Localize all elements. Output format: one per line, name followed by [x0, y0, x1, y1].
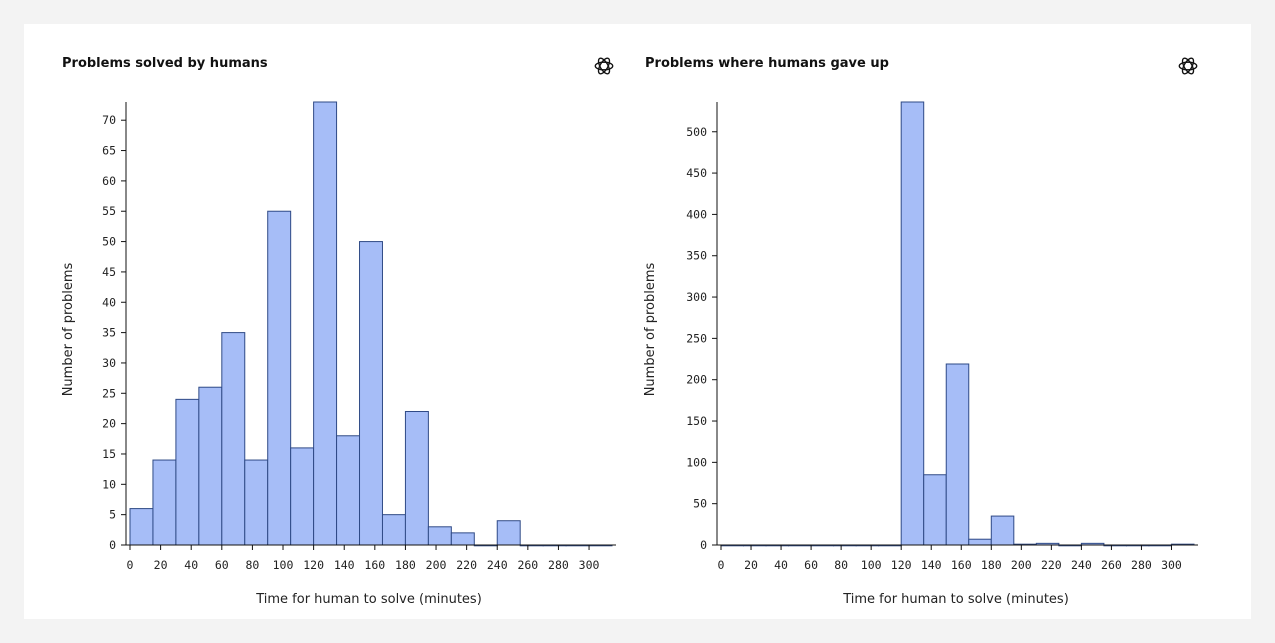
- chart-title-solved: Problems solved by humans: [62, 56, 268, 71]
- y-tick-label: 5: [109, 508, 116, 522]
- x-axis-label: Time for human to solve (minutes): [255, 592, 482, 607]
- y-tick-label: 50: [693, 497, 707, 511]
- y-tick-label: 20: [102, 417, 116, 431]
- x-tick-label: 40: [774, 558, 788, 572]
- x-tick-label: 200: [1011, 558, 1032, 572]
- x-tick-label: 220: [1041, 558, 1062, 572]
- chart-title-gave-up: Problems where humans gave up: [645, 56, 889, 71]
- y-tick-label: 35: [102, 326, 116, 340]
- x-tick-label: 60: [215, 558, 229, 572]
- y-tick-label: 100: [686, 455, 707, 469]
- x-tick-label: 100: [861, 558, 882, 572]
- x-tick-label: 180: [981, 558, 1002, 572]
- histogram-bar: [990, 515, 1015, 546]
- x-axis-label: Time for human to solve (minutes): [842, 592, 1069, 607]
- x-tick-label: 220: [456, 558, 477, 572]
- x-tick-label: 80: [834, 558, 848, 572]
- x-tick-label: 260: [1101, 558, 1122, 572]
- x-tick-label: 300: [579, 558, 600, 572]
- y-tick-label: 45: [102, 265, 116, 279]
- y-tick-label: 0: [700, 538, 707, 552]
- y-tick-label: 300: [686, 290, 707, 304]
- x-tick-label: 300: [1161, 558, 1182, 572]
- x-tick-label: 160: [364, 558, 385, 572]
- x-tick-label: 160: [951, 558, 972, 572]
- y-tick-label: 400: [686, 207, 707, 221]
- y-tick-label: 450: [686, 166, 707, 180]
- x-tick-label: 180: [395, 558, 416, 572]
- x-tick-label: 60: [804, 558, 818, 572]
- x-tick-label: 140: [921, 558, 942, 572]
- x-tick-label: 140: [334, 558, 355, 572]
- x-tick-label: 240: [487, 558, 508, 572]
- x-tick-label: 20: [154, 558, 168, 572]
- y-axis-label: Number of problems: [643, 262, 658, 396]
- y-tick-label: 10: [102, 477, 116, 491]
- charts-card: Problems solved by humans Problems where…: [24, 24, 1251, 619]
- x-tick-label: 0: [718, 558, 725, 572]
- y-tick-label: 60: [102, 174, 116, 188]
- y-tick-label: 25: [102, 386, 116, 400]
- x-tick-label: 120: [891, 558, 912, 572]
- histogram-bar: [945, 363, 970, 546]
- y-tick-label: 50: [102, 235, 116, 249]
- x-tick-label: 40: [184, 558, 198, 572]
- histogram-bar: [923, 474, 947, 546]
- y-tick-label: 30: [102, 356, 116, 370]
- openai-logo-icon: [1178, 57, 1198, 75]
- x-tick-label: 280: [548, 558, 569, 572]
- x-tick-label: 20: [744, 558, 758, 572]
- openai-logo-icon: [594, 57, 614, 75]
- y-tick-label: 200: [686, 373, 707, 387]
- x-tick-label: 0: [127, 558, 134, 572]
- y-tick-label: 70: [102, 113, 116, 127]
- x-tick-label: 200: [426, 558, 447, 572]
- y-tick-label: 350: [686, 249, 707, 263]
- x-tick-label: 260: [517, 558, 538, 572]
- histogram-gave-up: 0 20 40 60 80 100 120 140 160 180 200 220 240 260 280 3…: [643, 101, 1198, 607]
- y-tick-label: 150: [686, 414, 707, 428]
- histogram-bar: [968, 538, 992, 546]
- x-tick-label: 120: [303, 558, 324, 572]
- histogram-solved: 0 20 40 60 80 100 120 140 160 180 200 220 240 260 280 3…: [61, 101, 616, 607]
- y-tick-label: 500: [686, 125, 707, 139]
- y-tick-label: 65: [102, 144, 116, 158]
- y-tick-label: 40: [102, 295, 116, 309]
- y-tick-label: 0: [109, 538, 116, 552]
- y-tick-label: 15: [102, 447, 116, 461]
- y-tick-label: 250: [686, 331, 707, 345]
- histogram-bar: [900, 101, 925, 546]
- x-tick-label: 100: [273, 558, 294, 572]
- y-tick-label: 55: [102, 204, 116, 218]
- x-tick-label: 280: [1131, 558, 1152, 572]
- x-tick-label: 240: [1071, 558, 1092, 572]
- x-tick-label: 80: [245, 558, 259, 572]
- y-axis-label: Number of problems: [61, 262, 76, 396]
